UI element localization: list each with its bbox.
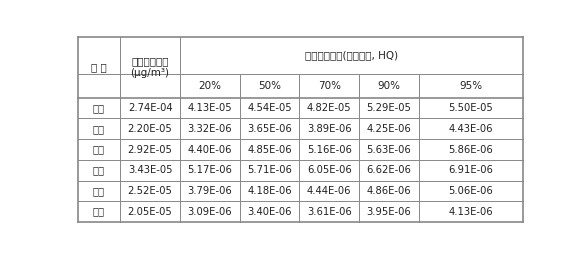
- Text: 4.44E-06: 4.44E-06: [307, 186, 352, 196]
- Text: 4.82E-05: 4.82E-05: [307, 103, 352, 113]
- Text: 95%: 95%: [459, 81, 482, 91]
- Text: 3.09E-06: 3.09E-06: [188, 207, 232, 217]
- Text: 5.17E-06: 5.17E-06: [188, 165, 233, 175]
- Text: 5.16E-06: 5.16E-06: [307, 144, 352, 155]
- Text: 5.50E-05: 5.50E-05: [448, 103, 493, 113]
- Text: 4.86E-06: 4.86E-06: [367, 186, 411, 196]
- Text: 2.74E-04: 2.74E-04: [128, 103, 172, 113]
- Text: 4.43E-06: 4.43E-06: [448, 124, 493, 134]
- Text: 5.63E-06: 5.63E-06: [366, 144, 411, 155]
- Text: 예측대기오염: 예측대기오염: [131, 56, 169, 66]
- Text: 4.25E-06: 4.25E-06: [366, 124, 411, 134]
- Text: 전북: 전북: [93, 186, 105, 196]
- Text: 5.86E-06: 5.86E-06: [448, 144, 493, 155]
- Text: 2.05E-05: 2.05E-05: [128, 207, 172, 217]
- Text: 충북: 충북: [93, 144, 105, 155]
- Text: 4.13E-06: 4.13E-06: [448, 207, 493, 217]
- Text: 충남: 충남: [93, 165, 105, 175]
- Text: 50%: 50%: [258, 81, 281, 91]
- Text: 6.62E-06: 6.62E-06: [366, 165, 411, 175]
- Text: 3.40E-06: 3.40E-06: [247, 207, 292, 217]
- Text: 3.95E-06: 3.95E-06: [366, 207, 411, 217]
- Text: 3.61E-06: 3.61E-06: [307, 207, 352, 217]
- Text: 70%: 70%: [318, 81, 340, 91]
- Text: 5.06E-06: 5.06E-06: [448, 186, 493, 196]
- Text: 3.89E-06: 3.89E-06: [307, 124, 352, 134]
- Text: 비발암위해도(유해지수, HQ): 비발암위해도(유해지수, HQ): [305, 50, 398, 60]
- Text: 4.13E-05: 4.13E-05: [188, 103, 232, 113]
- Text: 5.71E-06: 5.71E-06: [247, 165, 292, 175]
- Text: 6.91E-06: 6.91E-06: [448, 165, 493, 175]
- Text: 4.54E-05: 4.54E-05: [247, 103, 292, 113]
- Text: 3.32E-06: 3.32E-06: [188, 124, 232, 134]
- Text: 2.52E-05: 2.52E-05: [128, 186, 172, 196]
- Text: 4.40E-06: 4.40E-06: [188, 144, 232, 155]
- Text: 2.20E-05: 2.20E-05: [128, 124, 172, 134]
- Text: 90%: 90%: [377, 81, 400, 91]
- Text: 5.29E-05: 5.29E-05: [366, 103, 411, 113]
- Text: (μg/m³): (μg/m³): [131, 68, 169, 78]
- Text: 3.65E-06: 3.65E-06: [247, 124, 292, 134]
- Text: 4.85E-06: 4.85E-06: [247, 144, 292, 155]
- Text: 20%: 20%: [199, 81, 222, 91]
- Text: 울산: 울산: [93, 103, 105, 113]
- Text: 4.18E-06: 4.18E-06: [247, 186, 292, 196]
- Text: 경북: 경북: [93, 207, 105, 217]
- Text: 2.92E-05: 2.92E-05: [128, 144, 172, 155]
- Text: 지 역: 지 역: [91, 62, 107, 72]
- Text: 6.05E-06: 6.05E-06: [307, 165, 352, 175]
- Text: 3.79E-06: 3.79E-06: [188, 186, 233, 196]
- Text: 3.43E-05: 3.43E-05: [128, 165, 172, 175]
- Text: 경기: 경기: [93, 124, 105, 134]
